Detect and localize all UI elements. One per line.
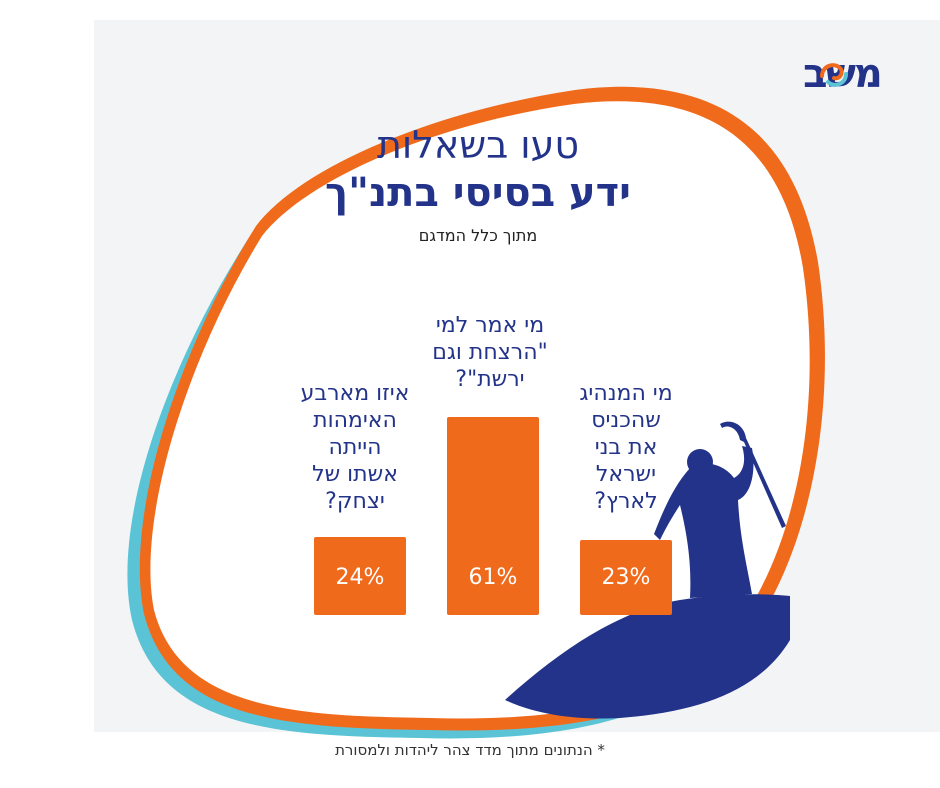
bar-value-leader: 23% [601,565,651,590]
question-label-murdered: מי אמר למי "הרצחת וגם ירשת"? [432,313,548,392]
bar-murdered [447,417,539,615]
bar-value-murdered: 61% [468,565,518,590]
hill-icon [505,594,790,719]
bar-value-matriarch: 24% [335,565,385,590]
bar-leader [580,540,672,615]
footnote: * הנתונים מתוך מדד צהר ליהדות ולמסורת [335,741,605,759]
bar-matriarch [314,537,406,615]
title-line-1: טעו בשאלות [376,123,580,167]
moses-with-staff-icon [654,421,786,598]
question-label-leader: מי המנהיג שהכניס את בני ישראל לארץ? [579,381,673,514]
title-line-2: ידע בסיסי בתנ"ך [325,170,631,216]
logo-swirl-icon [820,63,848,87]
question-label-matriarch: איזו מארבע האימהות הייתה אשתו של יצחק? [300,381,410,514]
subtitle: מתוך כלל המדגם [418,226,538,245]
